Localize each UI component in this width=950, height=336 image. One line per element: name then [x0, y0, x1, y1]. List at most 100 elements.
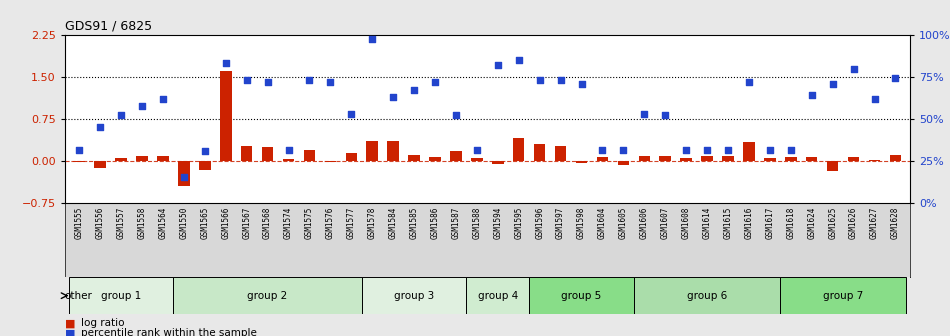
Text: GSM1614: GSM1614 — [703, 207, 712, 239]
Point — [156, 96, 171, 101]
Point — [825, 81, 840, 86]
Text: GSM1604: GSM1604 — [598, 207, 607, 239]
Point — [553, 77, 568, 83]
Bar — [362, 277, 466, 314]
Bar — [304, 150, 315, 161]
Bar — [680, 158, 692, 161]
Text: GSM1567: GSM1567 — [242, 207, 251, 239]
Point — [511, 57, 526, 62]
Text: GSM1587: GSM1587 — [451, 207, 461, 239]
Bar — [634, 277, 780, 314]
Point — [574, 81, 589, 86]
Point — [177, 174, 192, 180]
Point — [448, 113, 464, 118]
Point — [720, 147, 735, 152]
Text: GSM1575: GSM1575 — [305, 207, 314, 239]
Point — [365, 36, 380, 42]
Bar — [174, 277, 362, 314]
Text: GSM1574: GSM1574 — [284, 207, 293, 239]
Text: GSM1557: GSM1557 — [117, 207, 125, 239]
Bar — [68, 277, 174, 314]
Point — [490, 62, 505, 68]
Bar — [743, 142, 754, 161]
Bar — [659, 156, 671, 161]
Point — [762, 147, 777, 152]
Point — [636, 111, 652, 116]
Bar — [73, 161, 85, 162]
Point — [344, 111, 359, 116]
Point — [302, 77, 317, 83]
Bar — [806, 157, 818, 161]
Bar — [701, 156, 712, 161]
Bar — [534, 144, 545, 161]
Point — [783, 147, 798, 152]
Point — [616, 147, 631, 152]
Point — [323, 79, 338, 84]
Point — [239, 77, 255, 83]
Bar — [325, 161, 336, 162]
Bar — [847, 157, 860, 161]
Point — [595, 147, 610, 152]
Bar — [262, 147, 274, 161]
Bar — [241, 145, 253, 161]
Text: GSM1565: GSM1565 — [200, 207, 209, 239]
Bar — [597, 157, 608, 161]
Text: GSM1586: GSM1586 — [430, 207, 440, 239]
Bar — [136, 156, 148, 161]
Point — [532, 77, 547, 83]
Text: GSM1597: GSM1597 — [556, 207, 565, 239]
Point — [281, 147, 296, 152]
Point — [888, 75, 903, 81]
Bar — [179, 161, 190, 186]
Text: percentile rank within the sample: percentile rank within the sample — [81, 328, 256, 336]
Point — [71, 147, 86, 152]
Text: GSM1618: GSM1618 — [787, 207, 795, 239]
Point — [407, 87, 422, 92]
Text: GSM1578: GSM1578 — [368, 207, 377, 239]
Text: GSM1568: GSM1568 — [263, 207, 272, 239]
Point — [678, 147, 694, 152]
Text: GSM1596: GSM1596 — [535, 207, 544, 239]
Bar — [780, 277, 906, 314]
Bar — [785, 157, 796, 161]
Text: GSM1616: GSM1616 — [745, 207, 753, 239]
Text: group 3: group 3 — [394, 291, 434, 301]
Text: group 2: group 2 — [248, 291, 288, 301]
Text: GSM1555: GSM1555 — [75, 207, 84, 239]
Text: GSM1615: GSM1615 — [724, 207, 732, 239]
Point — [804, 92, 819, 98]
Bar — [618, 161, 629, 165]
Text: GSM1585: GSM1585 — [409, 207, 419, 239]
Bar — [94, 161, 106, 168]
Point — [699, 147, 714, 152]
Bar — [220, 71, 232, 161]
Text: group 6: group 6 — [687, 291, 727, 301]
Point — [428, 80, 443, 85]
Text: GSM1628: GSM1628 — [891, 207, 900, 239]
Text: GSM1624: GSM1624 — [808, 207, 816, 239]
Bar — [408, 155, 420, 161]
Text: group 5: group 5 — [561, 291, 601, 301]
Text: GSM1598: GSM1598 — [577, 207, 586, 239]
Text: GSM1595: GSM1595 — [514, 207, 523, 239]
Text: group 4: group 4 — [478, 291, 518, 301]
Bar — [367, 141, 378, 161]
Text: GSM1588: GSM1588 — [472, 207, 482, 239]
Text: GSM1566: GSM1566 — [221, 207, 230, 239]
Point — [260, 80, 276, 85]
Bar — [471, 159, 483, 161]
Text: group 1: group 1 — [101, 291, 142, 301]
Point — [741, 80, 756, 85]
Text: GSM1625: GSM1625 — [828, 207, 837, 239]
Bar — [450, 151, 462, 161]
Text: GSM1550: GSM1550 — [180, 207, 188, 239]
Text: other: other — [65, 291, 93, 301]
Text: GSM1608: GSM1608 — [682, 207, 691, 239]
Bar — [283, 159, 294, 161]
Text: GSM1617: GSM1617 — [766, 207, 774, 239]
Bar — [492, 161, 504, 164]
Point — [386, 94, 401, 100]
Text: log ratio: log ratio — [81, 318, 124, 328]
Text: GSM1564: GSM1564 — [159, 207, 167, 239]
Text: GSM1606: GSM1606 — [639, 207, 649, 239]
